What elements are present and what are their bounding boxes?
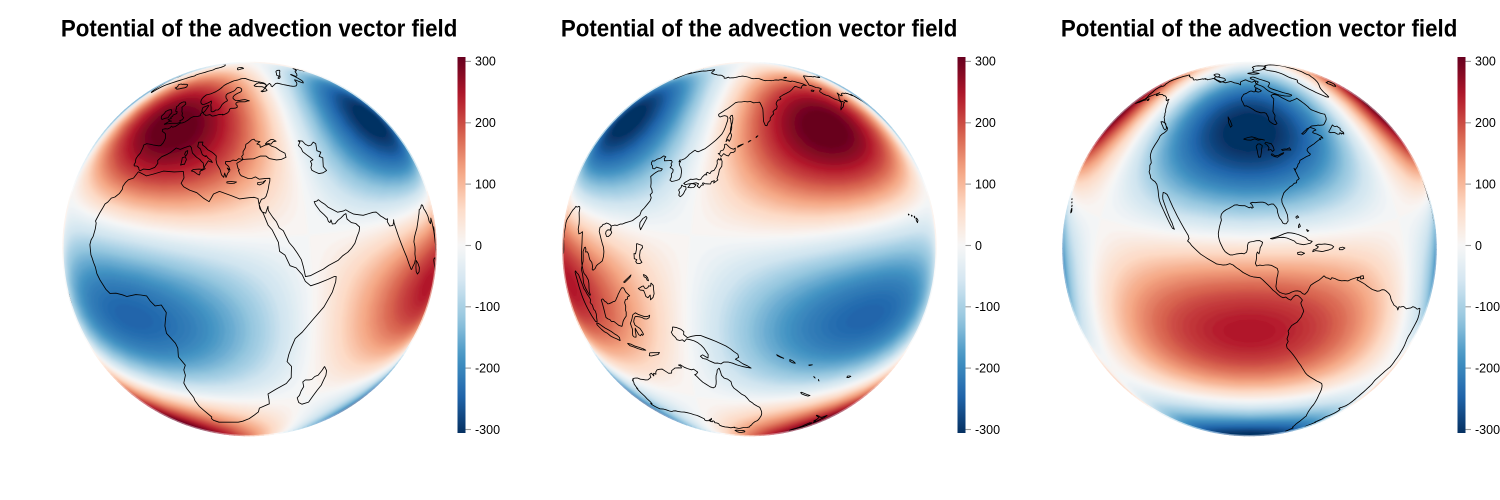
svg-text:-300: -300 (1475, 423, 1500, 437)
svg-text:Potential of the advection vec: Potential of the advection vector field (1061, 16, 1458, 43)
svg-text:-200: -200 (975, 361, 1000, 375)
svg-text:300: 300 (475, 55, 496, 69)
svg-text:200: 200 (475, 116, 496, 130)
svg-text:300: 300 (1475, 55, 1496, 69)
svg-text:-300: -300 (475, 423, 500, 437)
svg-text:0: 0 (1475, 239, 1482, 253)
svg-text:Potential of the advection vec: Potential of the advection vector field (61, 16, 458, 43)
svg-text:-300: -300 (975, 423, 1000, 437)
svg-text:100: 100 (475, 177, 496, 191)
svg-text:-100: -100 (475, 300, 500, 314)
svg-text:200: 200 (1475, 116, 1496, 130)
svg-text:-200: -200 (475, 361, 500, 375)
svg-text:-100: -100 (975, 300, 1000, 314)
svg-text:Potential of the advection vec: Potential of the advection vector field (561, 16, 958, 43)
svg-text:300: 300 (975, 55, 996, 69)
svg-text:200: 200 (975, 116, 996, 130)
svg-text:0: 0 (975, 239, 982, 253)
svg-text:0: 0 (475, 239, 482, 253)
svg-text:100: 100 (975, 177, 996, 191)
svg-text:100: 100 (1475, 177, 1496, 191)
svg-text:-100: -100 (1475, 300, 1500, 314)
svg-text:-200: -200 (1475, 361, 1500, 375)
